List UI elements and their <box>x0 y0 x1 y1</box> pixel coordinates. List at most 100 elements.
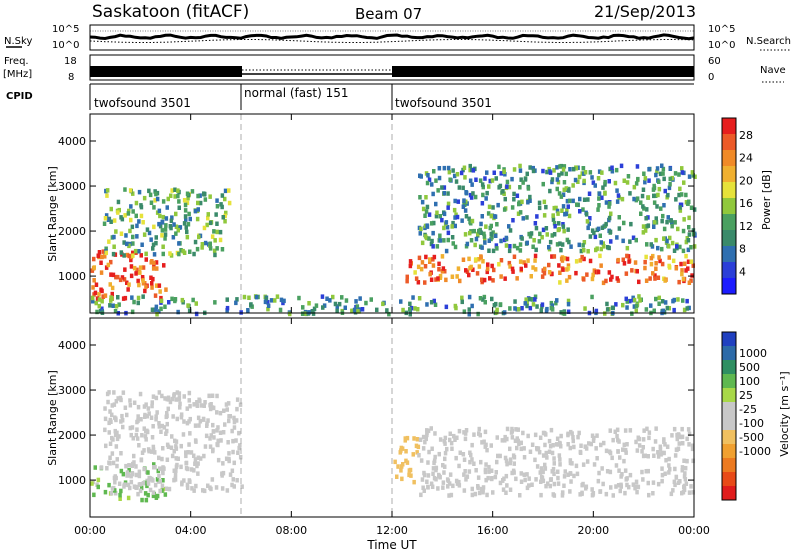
power-cell-4-19 <box>451 241 455 246</box>
power-cell-4-475 <box>444 220 449 225</box>
velocity-cell-3-405 <box>635 448 640 453</box>
velocity-cell-1-217 <box>211 429 216 434</box>
time-tick-label-3: 12:00 <box>376 524 408 537</box>
power-cell-1-198 <box>172 222 176 227</box>
power-cell-4-91 <box>662 203 666 208</box>
velocity-cell-3-435 <box>561 490 565 496</box>
velocity-cell-1-96 <box>167 486 172 492</box>
velocity-cell-3-207 <box>487 469 491 474</box>
velocity-cell-3-332 <box>604 491 609 497</box>
power-cell-4-221 <box>463 175 467 180</box>
velocity-cell-1-309 <box>114 417 118 423</box>
velocity-cell-3-226 <box>631 482 636 487</box>
velocity-cell-3-159 <box>627 484 631 490</box>
velocity-cell-3-295 <box>672 479 677 485</box>
velocity-heatmap <box>90 390 695 503</box>
power-cell-3-158 <box>654 266 658 271</box>
power-cell-2-208 <box>594 308 599 314</box>
power-cell-2-223 <box>321 305 325 310</box>
power-cell-4-219 <box>508 244 512 249</box>
power-cell-4-555 <box>573 177 578 183</box>
power-cell-0-49 <box>94 282 99 287</box>
velocity-cell-0-13 <box>136 491 140 497</box>
velocity-cell-3-353 <box>463 436 468 442</box>
power-cell-4-334 <box>610 165 614 170</box>
velocity-cell-3-9 <box>418 437 423 442</box>
power-cell-4-542 <box>479 230 483 235</box>
velocity-cell-1-1 <box>128 403 133 408</box>
power-cell-3-97 <box>689 259 693 264</box>
time-axis: 00:00 04:00 08:00 12:00 16:00 20:00 00:00 <box>74 114 710 537</box>
velocity-cell-3-99 <box>470 486 474 492</box>
power-cell-1-96 <box>105 188 110 193</box>
power-cell-4-377 <box>434 178 438 183</box>
velocity-cell-3-273 <box>498 480 503 486</box>
power-cell-1-200 <box>221 215 225 220</box>
power-cell-1-118 <box>200 242 205 247</box>
velocity-cell-1-293 <box>157 421 161 426</box>
velocity-cell-1-4 <box>196 455 201 460</box>
velocity-cell-3-223 <box>577 430 581 436</box>
power-cell-1-100 <box>198 193 202 198</box>
power-cell-1-172 <box>137 189 142 195</box>
power-cell-4-238 <box>654 172 658 178</box>
power-cell-2-29 <box>335 304 339 309</box>
power-cell-4-316 <box>668 166 672 171</box>
power-cell-4-551 <box>662 236 666 241</box>
velocity-cell-1-158 <box>119 451 123 456</box>
velocity-cell-3-193 <box>512 470 516 475</box>
power-cell-2-255 <box>539 308 543 313</box>
power-cell-1-168 <box>223 213 227 219</box>
velocity-cell-1-283 <box>184 450 188 455</box>
power-cell-4-457 <box>652 185 657 191</box>
velocity-cell-1-229 <box>138 488 143 494</box>
velocity-cell-3-24 <box>683 476 688 482</box>
velocity-cell-3-211 <box>462 457 467 462</box>
velocity-cell-0-53 <box>151 493 156 499</box>
power-cell-3-126 <box>559 256 564 262</box>
velocity-cell-3-310 <box>503 455 508 461</box>
power-cell-4-520 <box>505 179 510 185</box>
cpid-label: CPID <box>6 91 33 102</box>
velocity-cell-3-85 <box>527 483 531 488</box>
power-cell-1-22 <box>152 205 156 210</box>
power-cell-2-193 <box>483 300 487 305</box>
power-cell-4-517 <box>635 196 640 201</box>
power-cell-4-211 <box>599 246 603 252</box>
power-cell-3-100 <box>590 276 595 282</box>
power-cell-1-162 <box>177 241 181 246</box>
velocity-cell-1-259 <box>149 415 154 420</box>
velocity-cell-3-446 <box>552 481 557 487</box>
velocity-cell-3-372 <box>443 450 448 456</box>
power-cell-4-413 <box>689 245 693 250</box>
velocity-cell-1-298 <box>172 449 176 454</box>
velocity-cell-3-342 <box>591 491 596 496</box>
power-cell-1-103 <box>116 199 121 205</box>
power-cell-4-226 <box>497 164 501 170</box>
velocity-cell-1-225 <box>105 391 110 397</box>
power-cell-1-42 <box>164 216 169 221</box>
power-cell-0-87 <box>151 266 156 271</box>
power-cell-1-82 <box>109 206 113 212</box>
velocity-cell-3-263 <box>568 489 572 494</box>
power-cell-4-150 <box>442 185 447 190</box>
velocity-cell-3-174 <box>436 486 440 491</box>
power-cell-1-205 <box>135 234 139 239</box>
velocity-cell-1-26 <box>117 434 121 439</box>
power-cell-2-232 <box>114 304 119 309</box>
velocity-cell-1-285 <box>189 467 194 472</box>
power-cell-0-90 <box>118 277 123 283</box>
velocity-cell-1-62 <box>112 390 116 395</box>
velocity-cell-0-64 <box>160 488 164 493</box>
power-cell-4-40 <box>601 241 605 246</box>
velocity-cell-1-191 <box>154 417 158 422</box>
velocity-cell-3-316 <box>546 481 550 486</box>
velocity-cell-1-107 <box>110 403 114 408</box>
power-cell-2-83 <box>322 303 327 308</box>
power-cell-4-360 <box>485 170 489 175</box>
power-cell-4-284 <box>657 179 661 184</box>
velocity-cell-3-51 <box>463 469 467 474</box>
velocity-cell-1-258 <box>148 487 153 493</box>
velocity-cell-3-410 <box>592 462 597 467</box>
power-cell-4-323 <box>492 214 497 219</box>
